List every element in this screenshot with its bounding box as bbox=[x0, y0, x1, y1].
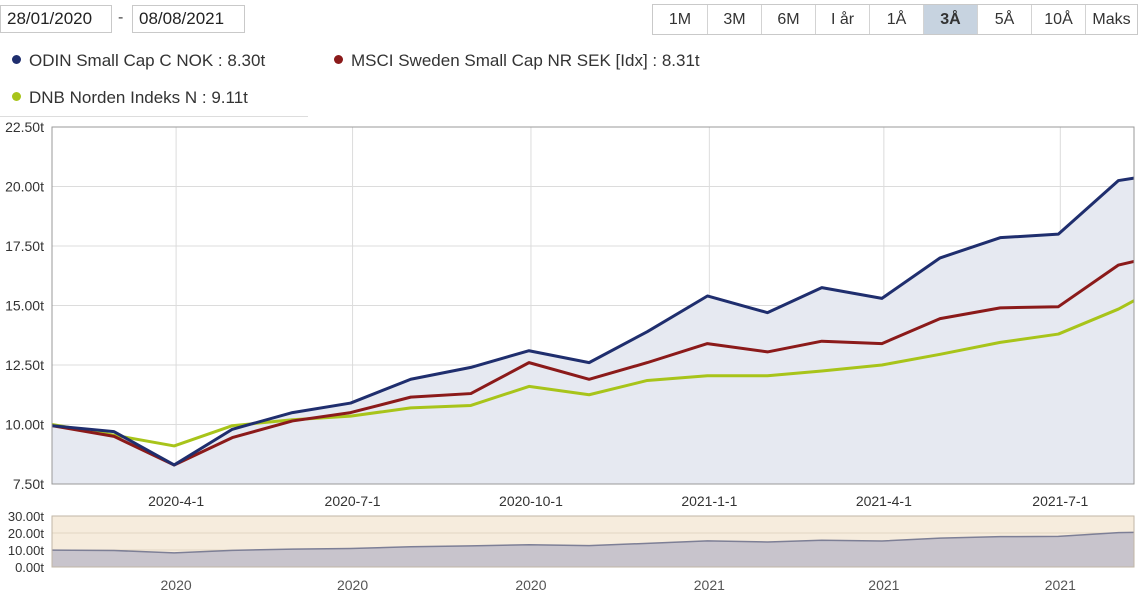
legend-item-dnb[interactable]: DNB Norden Indeks N : 9.11t bbox=[12, 88, 248, 108]
range-button-5y[interactable]: 5Å bbox=[977, 5, 1031, 34]
series-line bbox=[51, 176, 1135, 467]
y-tick-label: 7.50t bbox=[13, 476, 44, 492]
x-tick-label: 2021-7-1 bbox=[1032, 493, 1088, 509]
range-button-6m[interactable]: 6M bbox=[761, 5, 815, 34]
legend-label: DNB Norden Indeks N : 9.11t bbox=[29, 88, 248, 107]
navigator-x-tick-label: 2020 bbox=[515, 577, 546, 593]
y-tick-label: 17.50t bbox=[5, 238, 44, 254]
navigator-area bbox=[52, 516, 1134, 567]
series-area bbox=[52, 178, 1134, 485]
legend-label: ODIN Small Cap C NOK : 8.30t bbox=[29, 51, 266, 70]
date-from-input[interactable]: 28/01/2020 bbox=[0, 5, 112, 33]
plot-area bbox=[52, 127, 1134, 484]
y-tick-label: 15.00t bbox=[5, 298, 44, 314]
legend-item-msci[interactable]: MSCI Sweden Small Cap NR SEK [Idx] : 8.3… bbox=[334, 51, 700, 71]
x-tick-label: 2020-4-1 bbox=[148, 493, 204, 509]
y-tick-label: 12.50t bbox=[5, 357, 44, 373]
range-button-ytd[interactable]: I år bbox=[815, 5, 869, 34]
navigator-series-area bbox=[52, 532, 1134, 567]
range-button-1y[interactable]: 1Å bbox=[869, 5, 923, 34]
range-button-3m[interactable]: 3M bbox=[707, 5, 761, 34]
x-tick-label: 2021-4-1 bbox=[856, 493, 912, 509]
legend-divider bbox=[0, 116, 308, 117]
range-button-max[interactable]: Maks bbox=[1085, 5, 1137, 34]
navigator-x-tick-label: 2021 bbox=[868, 577, 899, 593]
series-line bbox=[51, 299, 1135, 448]
plot-border bbox=[51, 126, 1135, 485]
x-tick-label: 2020-7-1 bbox=[325, 493, 381, 509]
range-button-1m[interactable]: 1M bbox=[653, 5, 707, 34]
range-button-10y[interactable]: 10Å bbox=[1031, 5, 1085, 34]
navigator-y-tick-label: 20.00t bbox=[8, 526, 45, 541]
legend-label: MSCI Sweden Small Cap NR SEK [Idx] : 8.3… bbox=[351, 51, 700, 70]
navigator-y-tick-label: 30.00t bbox=[8, 509, 45, 524]
legend-dot-icon bbox=[12, 92, 21, 102]
range-button-3y[interactable]: 3Å bbox=[923, 5, 977, 34]
range-selector: 1M 3M 6M I år 1Å 3Å 5Å 10Å Maks bbox=[652, 4, 1138, 35]
navigator-x-tick-label: 2020 bbox=[337, 577, 368, 593]
navigator-series-line bbox=[51, 531, 1135, 554]
navigator-x-tick-label: 2021 bbox=[1045, 577, 1076, 593]
legend-item-odin[interactable]: ODIN Small Cap C NOK : 8.30t bbox=[12, 51, 265, 71]
navigator-x-tick-label: 2021 bbox=[694, 577, 725, 593]
date-separator: - bbox=[118, 9, 124, 26]
navigator-y-tick-label: 10.00t bbox=[8, 543, 45, 558]
navigator-border bbox=[51, 515, 1135, 568]
y-tick-label: 10.00t bbox=[5, 417, 44, 433]
legend-dot-icon bbox=[334, 55, 343, 65]
date-to-input[interactable]: 08/08/2021 bbox=[132, 5, 245, 33]
y-tick-label: 20.00t bbox=[5, 179, 44, 195]
navigator-y-tick-label: 0.00t bbox=[15, 560, 44, 575]
legend-dot-icon bbox=[12, 55, 21, 65]
y-tick-label: 22.50t bbox=[5, 119, 44, 135]
x-tick-label: 2021-1-1 bbox=[681, 493, 737, 509]
navigator-x-tick-label: 2020 bbox=[161, 577, 192, 593]
x-tick-label: 2020-10-1 bbox=[499, 493, 563, 509]
series-line bbox=[51, 260, 1135, 467]
